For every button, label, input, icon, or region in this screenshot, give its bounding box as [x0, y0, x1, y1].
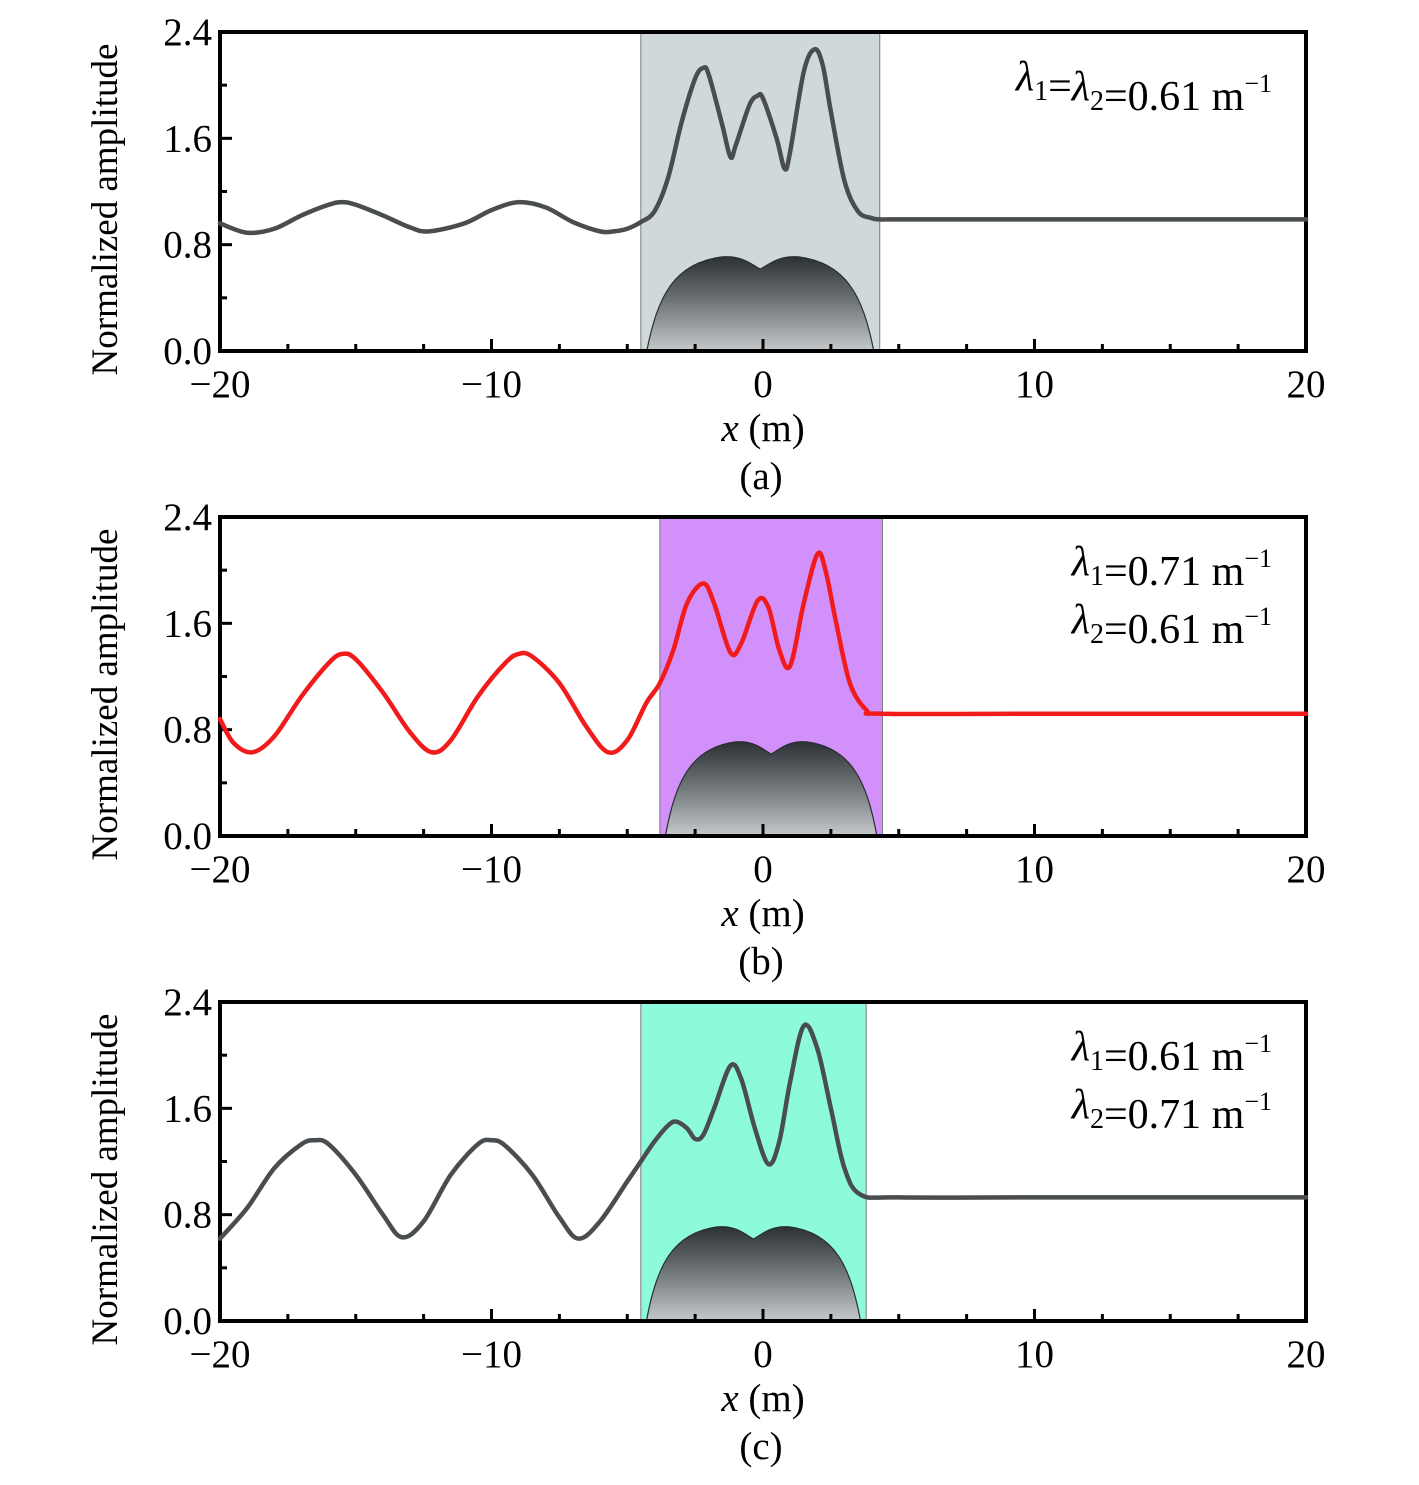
x-tick-label: 10	[1015, 1333, 1054, 1376]
y-tick-label: 2.4	[163, 11, 212, 54]
y-tick-label: 0.8	[163, 709, 212, 752]
x-tick-label: 20	[1287, 1333, 1326, 1376]
reef-structure	[646, 256, 875, 352]
y-tick-label: 0.0	[163, 815, 212, 858]
x-tick-label: −10	[461, 1333, 522, 1376]
y-tick-label: 0.8	[163, 1194, 212, 1237]
x-tick-label: 10	[1015, 363, 1054, 406]
panel-caption: (a)	[739, 455, 782, 498]
panel-b: −20 −10 0 10 20 0.0 0.8 1.6 2.4 x (m) Normalized a…	[85, 496, 1326, 983]
y-tick-label: 0.0	[163, 330, 212, 373]
x-tick-label: −10	[461, 848, 522, 891]
x-tick-label: 20	[1287, 363, 1326, 406]
x-tick-label: 0	[753, 848, 773, 891]
x-axis-label: x (m)	[720, 407, 804, 450]
x-tick-label: 0	[753, 363, 773, 406]
series-line	[217, 46, 1309, 236]
lambda-annotation: λ1=0.61 m−1	[1070, 1024, 1272, 1080]
lambda-annotation: λ1=0.71 m−1	[1070, 539, 1272, 595]
x-tick-label: −20	[190, 363, 251, 406]
panel-caption: (b)	[738, 940, 783, 983]
panel-c: −20 −10 0 10 20 0.0 0.8 1.6 2.4 x (m) Normalized a…	[85, 981, 1326, 1468]
x-tick-label: −10	[461, 363, 522, 406]
x-tick-label: 20	[1287, 848, 1326, 891]
y-tick-label: 1.6	[163, 602, 212, 645]
y-tick-label: 2.4	[163, 981, 212, 1024]
x-axis-label: x (m)	[720, 1377, 804, 1420]
series-line	[217, 550, 1309, 755]
y-axis-label: Normalized amplitude	[85, 44, 126, 376]
lambda-annotation: λ2=0.71 m−1	[1070, 1082, 1272, 1138]
y-axis-label: Normalized amplitude	[85, 1014, 126, 1346]
panel-a: −20 −10 0 10 20 0.0 0.8 1.6 2.4 x (m) Normalized a…	[85, 11, 1326, 498]
y-tick-label: 0.8	[163, 224, 212, 267]
y-tick-label: 1.6	[163, 1087, 212, 1130]
x-tick-label: −20	[190, 1333, 251, 1376]
lambda-annotation: λ2=0.61 m−1	[1070, 597, 1272, 653]
y-axis-label: Normalized amplitude	[85, 529, 126, 861]
lambda-annotation: λ1=λ2=0.61 m−1	[1014, 54, 1272, 120]
reef-structure	[664, 741, 878, 837]
y-tick-label: 0.0	[163, 1300, 212, 1343]
y-tick-label: 2.4	[163, 496, 212, 539]
x-tick-label: 0	[753, 1333, 773, 1376]
x-tick-label: 10	[1015, 848, 1054, 891]
x-tick-label: −20	[190, 848, 251, 891]
x-axis-label: x (m)	[720, 892, 804, 935]
y-tick-label: 1.6	[163, 117, 212, 160]
series-line	[217, 1022, 1309, 1241]
panel-caption: (c)	[739, 1425, 782, 1468]
reef-structure	[645, 1226, 862, 1322]
